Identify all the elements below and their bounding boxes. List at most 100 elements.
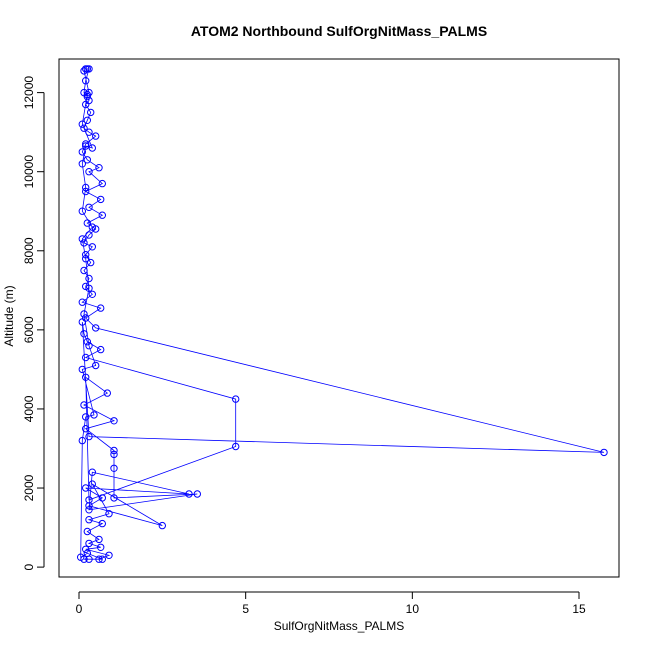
data-point xyxy=(185,490,193,498)
data-point xyxy=(232,442,240,451)
data-point xyxy=(97,304,105,312)
data-point xyxy=(98,555,107,563)
data-point xyxy=(78,160,87,168)
data-point xyxy=(110,450,118,459)
data-point xyxy=(82,353,90,362)
data-point xyxy=(110,494,118,502)
data-point xyxy=(83,116,92,125)
data-point xyxy=(97,345,105,354)
data-point xyxy=(78,318,87,326)
data-point xyxy=(88,243,97,251)
data-point xyxy=(83,338,92,346)
data-point xyxy=(88,223,97,231)
data-point xyxy=(78,207,87,215)
data-point xyxy=(77,553,85,561)
y-axis-label: Altitude (m) xyxy=(2,285,16,346)
data-point xyxy=(85,203,93,212)
data-point xyxy=(78,436,87,445)
data-point xyxy=(78,148,87,156)
y-tick-label: 6000 xyxy=(22,316,36,343)
data-point xyxy=(90,411,98,419)
data-point xyxy=(83,92,92,101)
data-point xyxy=(82,255,90,263)
data-point xyxy=(85,342,93,350)
chart-title: ATOM2 Northbound SulfOrgNitMass_PALMS xyxy=(191,23,487,39)
data-point xyxy=(78,235,87,243)
data-point xyxy=(600,448,608,457)
x-tick-label: 5 xyxy=(242,602,249,616)
data-point xyxy=(82,140,90,148)
data-point xyxy=(85,284,93,292)
y-tick-label: 2000 xyxy=(22,474,36,501)
data-point xyxy=(92,324,100,332)
data-point xyxy=(87,258,95,267)
data-point xyxy=(97,195,105,204)
data-point xyxy=(80,310,88,318)
data-point xyxy=(87,108,95,117)
data-point xyxy=(83,219,92,227)
data-point xyxy=(82,77,90,85)
data-point xyxy=(80,124,88,132)
data-point xyxy=(82,187,90,196)
data-point xyxy=(83,549,92,557)
y-tick-label: 0 xyxy=(22,563,36,570)
x-axis: 0 5 10 15 xyxy=(76,591,586,616)
data-point xyxy=(82,183,90,192)
y-tick-label: 10000 xyxy=(22,155,36,189)
data-point xyxy=(80,401,88,409)
data-point xyxy=(85,506,93,514)
data-point xyxy=(83,527,92,536)
data-point xyxy=(85,88,93,97)
data-point xyxy=(95,164,103,172)
data-point xyxy=(88,144,97,152)
data-point xyxy=(82,545,90,553)
data-point xyxy=(85,168,93,176)
data-point xyxy=(82,142,90,150)
x-tick-label: 15 xyxy=(572,602,586,616)
data-point xyxy=(82,251,90,259)
y-tick-label: 8000 xyxy=(22,237,36,264)
x-tick-label: 0 xyxy=(76,602,83,616)
data-point xyxy=(98,179,107,188)
data-point xyxy=(82,100,90,109)
data-point xyxy=(92,132,100,140)
data-point xyxy=(88,290,97,298)
data-point xyxy=(83,90,92,99)
data-point xyxy=(88,468,97,476)
data-point xyxy=(85,231,93,239)
data-point xyxy=(97,543,105,551)
data-point xyxy=(85,65,93,73)
x-axis-label: SulfOrgNitMass_PALMS xyxy=(274,619,404,633)
data-point xyxy=(80,266,88,275)
data-point xyxy=(95,555,103,563)
data-point xyxy=(193,490,202,498)
data-point xyxy=(80,67,88,75)
data-point xyxy=(78,298,87,306)
x-tick-label: 10 xyxy=(406,602,420,616)
data-point xyxy=(78,120,87,128)
data-point xyxy=(232,395,240,403)
data-point xyxy=(85,274,93,283)
data-point xyxy=(85,128,93,136)
data-point xyxy=(85,502,93,510)
data-point xyxy=(80,330,88,338)
y-tick-label: 4000 xyxy=(22,395,36,422)
data-point xyxy=(88,480,97,488)
data-point xyxy=(158,521,167,530)
data-point xyxy=(95,535,103,544)
data-point xyxy=(82,413,90,421)
data-point xyxy=(82,425,90,433)
data-point xyxy=(78,365,87,374)
data-point xyxy=(98,494,107,502)
data-point xyxy=(92,361,100,370)
data-point xyxy=(80,239,88,247)
data-point xyxy=(85,516,93,524)
data-point xyxy=(98,519,107,528)
data-point xyxy=(103,389,112,397)
y-axis: 0 2000 4000 6000 8000 10000 12000 xyxy=(22,76,45,570)
data-point xyxy=(85,432,93,441)
data-point xyxy=(98,211,107,219)
series-layer xyxy=(77,65,608,563)
